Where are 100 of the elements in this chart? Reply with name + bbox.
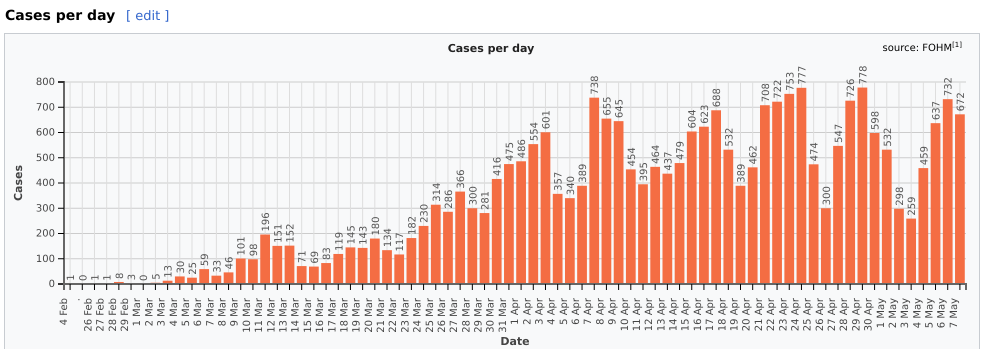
x-tick-label: 7 May [948, 298, 960, 328]
x-tick-label: 5 May [924, 298, 936, 328]
x-tick-label: 4 Apr [546, 297, 558, 325]
x-tick-label: 4 May [912, 298, 924, 328]
x-tick-label: 3 Mar [156, 297, 168, 326]
x-tick-label: 14 Apr [668, 297, 680, 332]
data-label: 0 [78, 274, 90, 281]
x-tick-label: 5 Apr [558, 297, 570, 325]
x-tick-label: 23 Mar [400, 297, 412, 333]
x-tick-label: 16 Mar [315, 297, 326, 333]
x-tick-label: 4 Mar [168, 297, 180, 326]
data-label: 101 [236, 236, 248, 256]
x-tick-label: 20 Apr [742, 297, 753, 332]
data-label: 314 [432, 182, 443, 202]
data-label: 366 [456, 169, 468, 189]
x-tick-label: 28 Mar [461, 297, 472, 333]
x-tick-label: 21 Mar [376, 297, 388, 333]
data-label: 69 [310, 250, 321, 264]
x-tick-label: 24 Mar [412, 297, 424, 333]
data-label: 688 [712, 88, 724, 108]
data-label: 479 [676, 140, 687, 160]
y-tick-label: 600 [36, 128, 55, 139]
y-tick-label: 800 [36, 77, 55, 88]
x-tick-label: 22 Mar [388, 297, 400, 333]
x-tick-label: 29 Mar [474, 297, 485, 333]
data-label: 182 [407, 216, 418, 236]
data-label: 753 [785, 72, 796, 91]
data-label: 672 [956, 92, 967, 112]
data-label: 117 [395, 232, 406, 252]
y-tick-label: 700 [36, 102, 55, 114]
data-label: 134 [383, 228, 394, 248]
data-label: 1 [90, 274, 102, 281]
data-label: 71 [298, 250, 309, 264]
data-label: 1 [66, 274, 78, 281]
data-label: 532 [724, 128, 736, 147]
source-note: source: FOHM$^{[1]}$ [882, 41, 962, 54]
data-label: 437 [663, 152, 674, 171]
data-label: 655 [602, 96, 614, 116]
x-tick-label: 26 Mar [436, 297, 448, 333]
data-label: 637 [932, 101, 943, 120]
x-tick-label: 14 Mar [290, 297, 302, 333]
x-tick-label: 30 Mar [486, 297, 497, 333]
data-label: 46 [224, 256, 236, 270]
data-label: 3 [127, 274, 138, 280]
x-tick-label: 10 Mar [242, 297, 253, 333]
x-axis-title: Date [500, 335, 530, 348]
x-tick-label: 19 Apr [730, 297, 740, 332]
data-label: 25 [188, 262, 199, 275]
data-label: 547 [834, 124, 846, 143]
data-label: 601 [541, 110, 552, 130]
x-tick-label: 25 Mar [424, 297, 436, 333]
data-label: 464 [651, 144, 662, 164]
data-label: 462 [748, 145, 760, 164]
x-tick-label: 7 Apr [583, 297, 594, 325]
data-label: 532 [882, 128, 894, 147]
data-label: 389 [578, 164, 590, 183]
data-label: 300 [822, 186, 833, 206]
x-tick-label: 9 Mar [230, 297, 241, 326]
x-tick-label: 8 Mar [218, 297, 229, 326]
x-tick-label: 20 Mar [364, 297, 375, 333]
y-tick-label: 300 [36, 203, 55, 214]
x-tick-label: 17 Mar [327, 297, 338, 333]
data-label: 98 [248, 244, 260, 256]
x-tick-label: 17 Apr [705, 297, 716, 332]
data-label: 395 [638, 162, 650, 182]
x-tick-label: 2 Mar [144, 297, 156, 326]
x-tick-label: 3 Apr [534, 297, 546, 325]
x-tick-label: 23 Apr [778, 297, 790, 332]
data-label: 33 [212, 260, 224, 273]
data-label: 143 [358, 226, 370, 245]
x-tick-label: 27 Mar [449, 297, 460, 333]
data-label: 340 [566, 176, 577, 196]
x-tick-label: 1 May [876, 298, 887, 328]
x-tick-label: 9 Apr [608, 297, 619, 325]
x-tick-label: 31 Mar [498, 297, 509, 333]
data-label: 389 [736, 164, 748, 183]
data-label: 0 [139, 274, 150, 281]
data-label: 196 [261, 212, 272, 232]
data-label: 83 [322, 247, 334, 260]
data-label: 486 [517, 139, 528, 158]
data-label: 8 [114, 272, 126, 279]
data-label: 645 [614, 99, 626, 118]
x-tick-label: 27 Feb [96, 298, 107, 332]
x-tick-label: 15 Apr [680, 297, 692, 332]
data-label: 708 [760, 83, 772, 102]
data-label: 726 [846, 78, 858, 98]
x-tick-label: 12 Apr [644, 297, 656, 332]
x-tick-label: 2 Apr [522, 297, 534, 325]
data-label: 554 [529, 122, 540, 142]
x-tick-label: 27 Apr [827, 297, 838, 332]
x-tick-label: 10 Apr [620, 297, 631, 332]
x-tick-label: 15 Mar [302, 297, 314, 333]
x-tick-label: 30 Apr [864, 297, 875, 332]
data-label: 300 [468, 186, 480, 206]
data-label: 459 [919, 146, 930, 166]
y-axis-title: Cases [12, 164, 25, 202]
x-tick-label: 19 Mar [352, 297, 363, 333]
x-tick-label: . [71, 298, 82, 302]
x-tick-label: 26 Apr [814, 297, 826, 332]
x-tick-label: 25 Apr [802, 297, 814, 332]
